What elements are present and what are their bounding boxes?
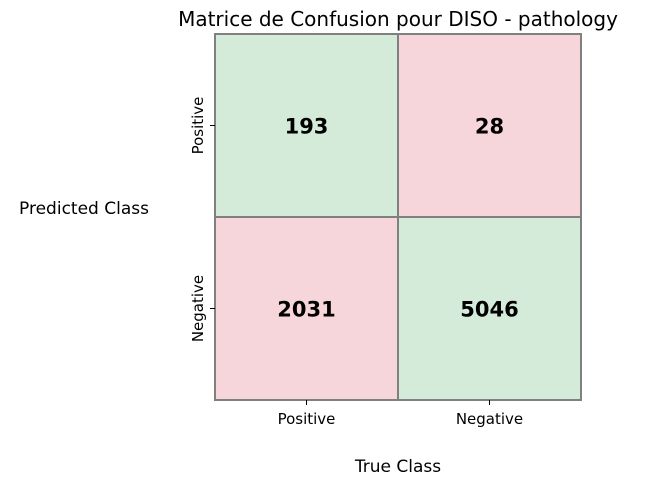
x-tick-label: Positive <box>278 410 336 428</box>
y-tick-label: Negative <box>189 275 207 342</box>
y-axis-label: Predicted Class <box>19 199 149 219</box>
y-tick-label: Positive <box>189 97 207 155</box>
cell-value-1-0: 2031 <box>277 298 335 322</box>
x-axis-ticks: Positive Negative <box>278 400 523 428</box>
cell-value-1-1: 5046 <box>460 298 518 322</box>
x-tick-label: Negative <box>456 410 523 428</box>
matrix-cell-1-0 <box>214 216 399 401</box>
matrix-cells: 193 28 2031 5046 <box>214 33 582 401</box>
x-axis-label: True Class <box>354 457 441 477</box>
matrix-frame <box>214 33 582 401</box>
y-axis-ticks: Positive Negative <box>189 97 215 342</box>
matrix-cell-1-1 <box>397 216 582 401</box>
matrix-cell-0-1 <box>397 33 582 218</box>
chart-title: Matrice de Confusion pour DISO - patholo… <box>178 7 618 31</box>
cell-value-0-0: 193 <box>285 115 329 139</box>
cell-value-0-1: 28 <box>475 115 504 139</box>
matrix-cell-0-0 <box>214 33 399 218</box>
